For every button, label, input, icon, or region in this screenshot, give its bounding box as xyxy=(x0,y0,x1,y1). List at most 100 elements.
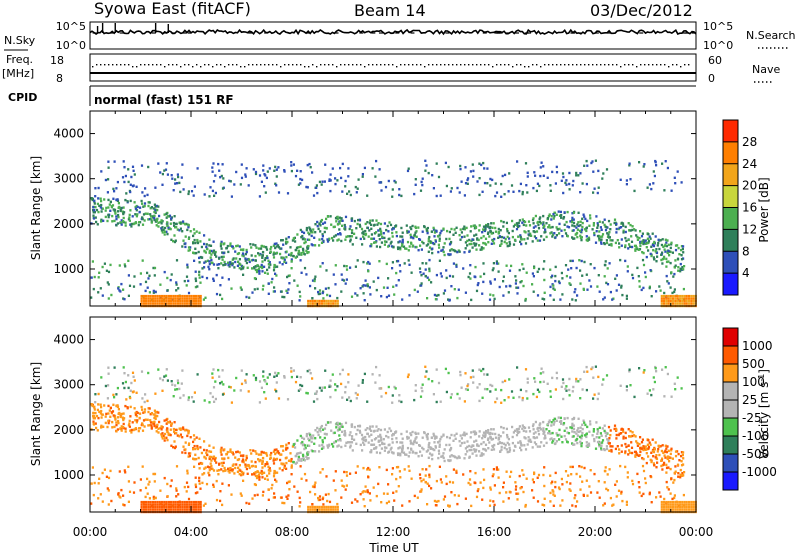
power-cell xyxy=(107,160,110,163)
velocity-cell xyxy=(462,473,465,476)
velocity-cell xyxy=(117,419,120,423)
velocity-cell xyxy=(391,401,394,404)
power-cell xyxy=(626,270,629,273)
power-cell xyxy=(159,283,162,286)
velocity-cell xyxy=(522,426,525,429)
power-cell xyxy=(220,262,223,265)
power-cell xyxy=(221,163,224,166)
velocity-cell xyxy=(124,404,127,408)
velocity-cell xyxy=(463,400,466,403)
power-cell xyxy=(618,242,621,245)
power-cell xyxy=(673,290,676,294)
power-cell xyxy=(628,245,632,248)
velocity-cell xyxy=(487,437,490,440)
velocity-cell xyxy=(608,468,611,471)
velocity-cell xyxy=(630,446,634,449)
velocity-cell xyxy=(386,430,389,434)
velocity-cell xyxy=(261,462,264,465)
power-cell xyxy=(492,239,495,243)
velocity-cell xyxy=(438,465,441,468)
power-cell xyxy=(166,232,169,236)
power-cell xyxy=(506,244,509,248)
power-cell xyxy=(327,215,330,218)
velocity-cell xyxy=(473,448,476,451)
power-cell xyxy=(608,243,611,246)
power-cell xyxy=(418,267,422,270)
power-cell xyxy=(374,241,377,244)
power-cell xyxy=(204,251,207,254)
power-cell xyxy=(579,172,582,175)
power-cell xyxy=(378,260,381,263)
power-cell xyxy=(662,297,666,300)
power-cell xyxy=(165,230,168,233)
power-cell xyxy=(167,227,170,231)
power-cell xyxy=(266,256,269,260)
velocity-cell xyxy=(283,466,286,470)
nave-point xyxy=(416,64,418,66)
power-cell xyxy=(397,259,400,263)
power-cell xyxy=(246,258,249,261)
power-cell xyxy=(674,302,677,305)
velocity-cell xyxy=(582,494,585,497)
velocity-cell xyxy=(475,439,478,442)
power-cell xyxy=(445,276,448,280)
power-cell xyxy=(209,244,213,247)
velocity-cell xyxy=(184,448,187,451)
velocity-cell xyxy=(316,426,319,430)
power-cell xyxy=(608,231,611,234)
power-cell xyxy=(571,216,574,220)
power-cell xyxy=(588,224,591,227)
power-colorbar-block xyxy=(723,163,738,186)
power-cell xyxy=(338,222,341,225)
power-cell xyxy=(364,279,367,282)
power-cell xyxy=(549,189,552,192)
power-cell xyxy=(115,187,118,190)
power-cell xyxy=(356,187,359,190)
power-cell xyxy=(314,231,317,234)
power-cell xyxy=(329,302,333,305)
velocity-cell xyxy=(221,464,224,467)
nave-point xyxy=(280,66,282,68)
velocity-cell xyxy=(362,436,365,439)
velocity-cell xyxy=(416,496,419,499)
velocity-cell xyxy=(300,457,303,461)
power-cell xyxy=(220,255,223,259)
velocity-cell xyxy=(500,445,503,449)
velocity-cell xyxy=(315,390,318,393)
power-cell xyxy=(601,235,604,238)
velocity-cell xyxy=(572,385,575,389)
power-cell xyxy=(551,225,554,229)
power-cell xyxy=(369,244,372,248)
power-cell xyxy=(571,212,574,215)
power-cell xyxy=(408,294,411,297)
power-cell xyxy=(348,227,351,231)
power-cell xyxy=(554,182,557,185)
power-cell xyxy=(253,267,256,270)
velocity-cell xyxy=(380,501,383,504)
power-cell xyxy=(636,247,639,251)
power-cell xyxy=(562,216,566,219)
power-cell xyxy=(424,268,427,271)
velocity-cell xyxy=(312,400,316,403)
nave-point xyxy=(176,64,178,66)
nave-point xyxy=(664,64,666,66)
power-cell xyxy=(256,264,259,267)
velocity-cell xyxy=(386,492,389,495)
velocity-cell xyxy=(644,477,647,480)
power-cell xyxy=(362,284,365,287)
velocity-cell xyxy=(344,391,347,394)
power-cell xyxy=(521,221,524,224)
velocity-cell xyxy=(290,473,293,476)
station-title: Syowa East (fitACF) xyxy=(94,0,251,18)
power-cell xyxy=(151,299,155,303)
power-cell xyxy=(571,224,574,227)
power-cell xyxy=(387,277,390,280)
velocity-cell xyxy=(370,439,373,442)
velocity-cell xyxy=(262,490,265,494)
velocity-cell xyxy=(187,455,190,458)
cpid-mode: normal (fast) 151 RF xyxy=(94,93,234,107)
power-cell xyxy=(241,254,244,257)
power-cell xyxy=(454,231,457,234)
nave-point xyxy=(144,64,146,66)
velocity-cell xyxy=(286,398,290,401)
